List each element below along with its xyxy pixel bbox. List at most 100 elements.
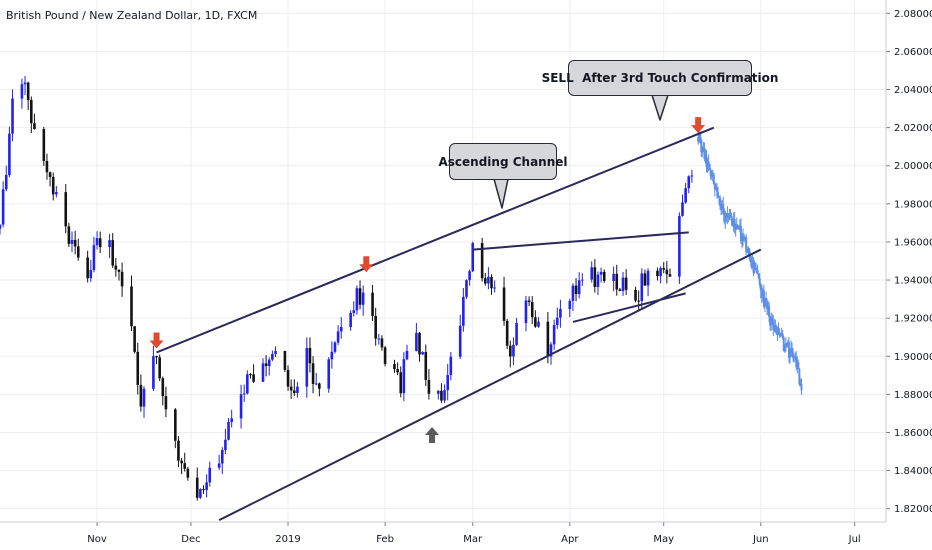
candle-body (440, 390, 443, 401)
x-tick-label: 2019 (275, 534, 300, 545)
projection-body (701, 149, 704, 153)
candle-body (487, 276, 490, 284)
projection-body (796, 362, 799, 368)
candle-body (421, 352, 424, 355)
projection-body (756, 270, 759, 275)
x-tick-label: Feb (376, 534, 394, 545)
channel-lower-line (218, 248, 762, 521)
candle-body (70, 239, 74, 244)
candle-body (111, 240, 115, 266)
down-arrow-marker (359, 256, 374, 273)
candle-body (271, 353, 274, 360)
x-tick-label: Jun (752, 534, 769, 545)
chart-title: British Pound / New Zealand Dollar, 1D, … (6, 9, 258, 22)
callout-pointer (493, 178, 509, 209)
sell-callout: SELL After 3rd Touch Confirmation (542, 60, 778, 96)
candle-body (26, 82, 30, 100)
projection-body (750, 259, 753, 267)
candle-body (559, 308, 562, 318)
candle-body (512, 344, 515, 357)
candle-body (199, 489, 202, 498)
y-tick-label: 2.00000 (894, 161, 932, 172)
projection-body (704, 156, 707, 159)
candle-body (446, 375, 449, 391)
projection-body (728, 216, 731, 218)
candle-body (42, 129, 46, 161)
candle-body (349, 312, 352, 328)
projection-group (697, 128, 803, 395)
projection-body (754, 263, 757, 269)
projection-body (779, 333, 782, 335)
projection-body (764, 297, 767, 303)
candle-body (634, 289, 637, 301)
projection-body (746, 251, 749, 253)
y-tick-label: 1.88000 (894, 390, 932, 401)
candle-body (186, 468, 190, 478)
projection-body (706, 161, 709, 167)
candle-body (684, 188, 687, 203)
candle-body (371, 292, 374, 316)
candle-body (549, 344, 553, 357)
candle-body (568, 300, 572, 309)
candle-body (174, 409, 177, 441)
projection-body (780, 333, 783, 335)
candle-body (415, 332, 418, 352)
candle-body (336, 331, 340, 343)
candle-body (418, 332, 421, 355)
projection-body (798, 369, 801, 384)
projection-body (702, 147, 705, 150)
candle-body (0, 224, 2, 229)
candle-body (427, 379, 431, 394)
candle-body (621, 277, 625, 291)
candle-body (136, 351, 140, 385)
candle-body (73, 239, 77, 247)
candle-body (261, 363, 265, 382)
projection-body (714, 188, 717, 190)
y-tick-label: 1.98000 (894, 199, 932, 210)
candle-body (502, 287, 506, 321)
candle-body (64, 192, 68, 227)
candle-body (164, 396, 168, 410)
projection-body (727, 213, 730, 217)
y-tick-label: 2.06000 (894, 47, 932, 58)
projection-body (731, 220, 734, 227)
candle-body (555, 317, 559, 326)
projection-body (726, 213, 729, 218)
triangle-lower-line (572, 292, 686, 323)
candle-body (678, 215, 681, 277)
up-arrow-marker (425, 427, 440, 444)
projection-body (760, 290, 763, 298)
projection-body (794, 356, 797, 358)
projection-body (735, 224, 738, 226)
projection-body (782, 337, 785, 351)
projection-body (739, 225, 742, 242)
candle-body (283, 350, 287, 370)
candle-body (120, 271, 124, 287)
candle-body (4, 175, 8, 190)
candle-body (318, 383, 321, 389)
y-tick-label: 1.82000 (894, 504, 932, 515)
candle-body (596, 274, 600, 288)
candle-body (462, 296, 465, 326)
candle-body (374, 315, 377, 339)
down-arrow-marker (691, 117, 706, 134)
candle-body (646, 270, 650, 286)
projection-body (705, 156, 708, 167)
candle-body (142, 388, 146, 407)
candle-body (612, 273, 615, 281)
candle-body (537, 321, 540, 327)
projection-body (718, 196, 721, 198)
candle-body (286, 369, 290, 387)
candle-body (330, 351, 334, 360)
candle-body (67, 226, 71, 244)
candle-body (468, 271, 471, 281)
candle-body (524, 300, 528, 323)
x-tick-label: Dec (181, 534, 200, 545)
x-tick-label: Mar (463, 534, 483, 545)
candle-body (314, 383, 318, 385)
x-tick-label: Jul (848, 534, 861, 545)
candle-body (133, 326, 136, 352)
candle-body (681, 202, 684, 216)
candle-body (305, 348, 309, 387)
